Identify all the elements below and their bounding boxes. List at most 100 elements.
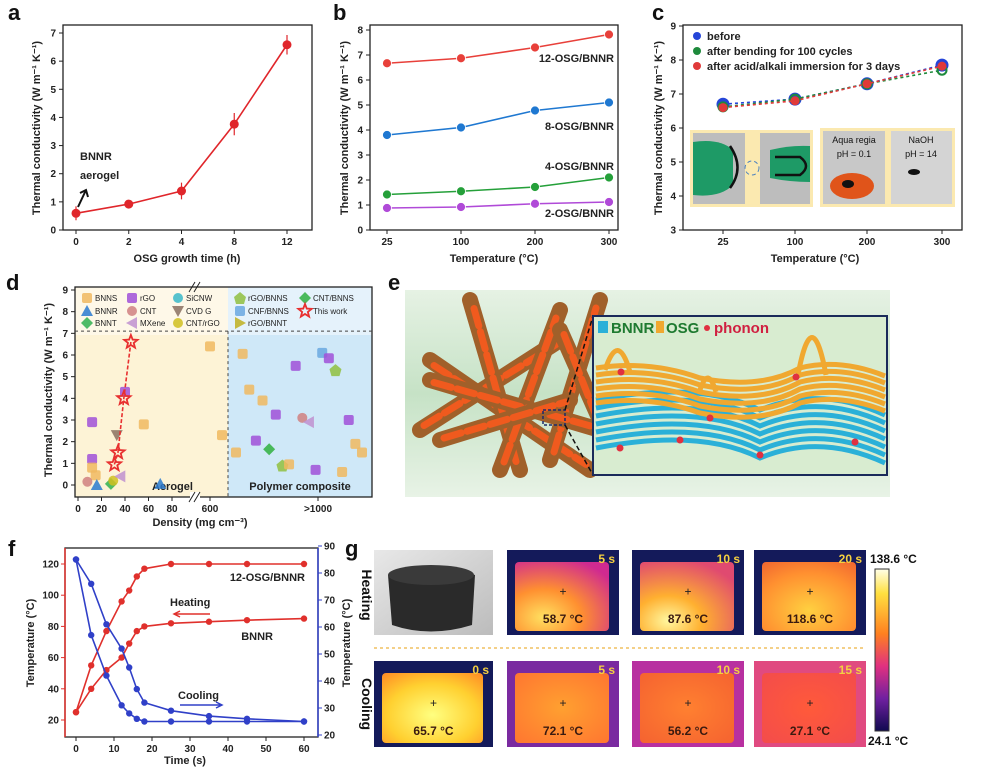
phonon-dot: [756, 451, 764, 459]
data-point: [530, 105, 540, 116]
thermal-sample: [762, 673, 856, 743]
y-tick-label: 4: [62, 394, 68, 405]
y-axis-label: Thermal conductivity (W m⁻¹ K⁻¹): [653, 41, 665, 216]
x-tick-label: 4: [179, 237, 185, 248]
osg-ribbon: [595, 368, 886, 392]
legend-label: rGO: [140, 294, 155, 303]
y-tick-label: 2: [50, 169, 56, 180]
osg-ribbon: [595, 375, 886, 399]
y-tick-label: 5: [50, 85, 56, 96]
y-tick-label: 70: [324, 596, 336, 607]
phonon-path: [500, 314, 560, 466]
plot-frame: [369, 24, 619, 231]
data-point: [604, 29, 614, 40]
y-tick-label: 90: [324, 542, 336, 553]
data-point: [88, 631, 95, 639]
data-point: [357, 447, 367, 458]
data-point: [382, 130, 392, 140]
time-label: 5 s: [598, 552, 615, 566]
legend-phonon-dot: [704, 325, 710, 331]
data-point: [217, 430, 227, 441]
temperature-label: 27.1 °C: [790, 724, 830, 738]
temperature-label: 58.7 °C: [543, 612, 583, 626]
data-point: [310, 464, 321, 475]
data-point: [133, 573, 140, 580]
series-label: 8-OSG/BNNR: [545, 121, 614, 133]
data-point: [243, 715, 251, 722]
osg-ribbon: [595, 361, 886, 385]
axis-break-icon: [188, 281, 201, 293]
series-line: [386, 101, 610, 136]
y-tick-label: 5: [62, 372, 68, 383]
cooling-annotation: Cooling: [178, 690, 219, 702]
legend-label: BNNT: [95, 319, 117, 328]
arrow-right-icon: [180, 701, 224, 709]
data-point: [141, 718, 148, 725]
legend-phonon-label: phonon: [714, 320, 769, 337]
inset-ph-label: pH = 14: [905, 149, 937, 159]
this-work-trend-line: [113, 341, 132, 465]
data-point: [300, 560, 308, 568]
legend-marker: [127, 293, 137, 303]
sample: [908, 169, 920, 175]
plot-frame: [62, 24, 313, 231]
data-point: [350, 438, 361, 449]
data-point: [302, 416, 314, 429]
x-tick-label: 40: [222, 744, 234, 755]
annotation-aerogel: aerogel: [80, 170, 119, 182]
panel-label-b: b: [333, 0, 346, 25]
y-tick-label: 8: [670, 56, 676, 67]
time-label: 0 s: [472, 663, 489, 677]
x-tick-label: 600: [202, 504, 219, 515]
y-tick-label: 1: [50, 197, 56, 208]
y-tick-label: 2: [357, 176, 363, 187]
legend-label: after acid/alkali immersion for 3 days: [707, 61, 900, 73]
zoom-box: [542, 409, 566, 426]
data-point: [90, 479, 103, 490]
x-tick-label: 60: [298, 744, 310, 755]
x-tick-label: 60: [143, 504, 155, 515]
crosshair-icon: +: [684, 585, 691, 599]
legend-marker: [173, 293, 183, 303]
panel-label-d: d: [6, 270, 19, 295]
panel-label-c: c: [652, 0, 664, 25]
crosshair-icon: +: [684, 696, 691, 710]
data-point: [250, 435, 261, 446]
data-point: [862, 79, 872, 89]
time-label: 10 s: [717, 552, 741, 566]
time-label: 15 s: [839, 663, 863, 677]
axis-break: [190, 492, 200, 502]
legend-label: before: [707, 31, 741, 43]
data-point: [124, 199, 134, 209]
x-axis-label: Temperature (°C): [771, 253, 860, 265]
x-axis-label: Density (mg cm⁻³): [152, 517, 247, 529]
data-point: [244, 384, 255, 395]
phonon-dot: [706, 414, 714, 422]
data-point: [205, 618, 213, 625]
time-label: 5 s: [598, 663, 615, 677]
sample: [842, 180, 854, 188]
time-label: 20 s: [839, 552, 863, 566]
osg-ribbon-peak: [602, 335, 829, 393]
data-point: [118, 654, 125, 661]
panel-label-g: g: [345, 536, 358, 561]
data-point: [141, 699, 148, 706]
y-tick-label: 6: [50, 57, 56, 68]
y-tick-label: 1: [357, 201, 363, 212]
data-point-this-work: [121, 332, 140, 350]
phonon-dot: [851, 438, 859, 446]
data-point: [126, 664, 133, 671]
data-point: [108, 475, 119, 486]
inset-label: NaOH: [908, 135, 933, 145]
y-tick-label: 60: [324, 623, 336, 634]
legend-label: MXene: [140, 319, 166, 328]
data-point: [300, 718, 308, 725]
data-point: [604, 172, 614, 183]
phonon-path: [440, 398, 570, 442]
zoom-line: [564, 315, 594, 411]
y-tick-label: 3: [50, 141, 56, 152]
data-point: [118, 598, 125, 605]
data-point: [300, 615, 308, 622]
panel-b-chart: 0 1 2 3 4 5 6 7 8 25 100 200 300 Thermal conductivity…: [339, 24, 619, 265]
